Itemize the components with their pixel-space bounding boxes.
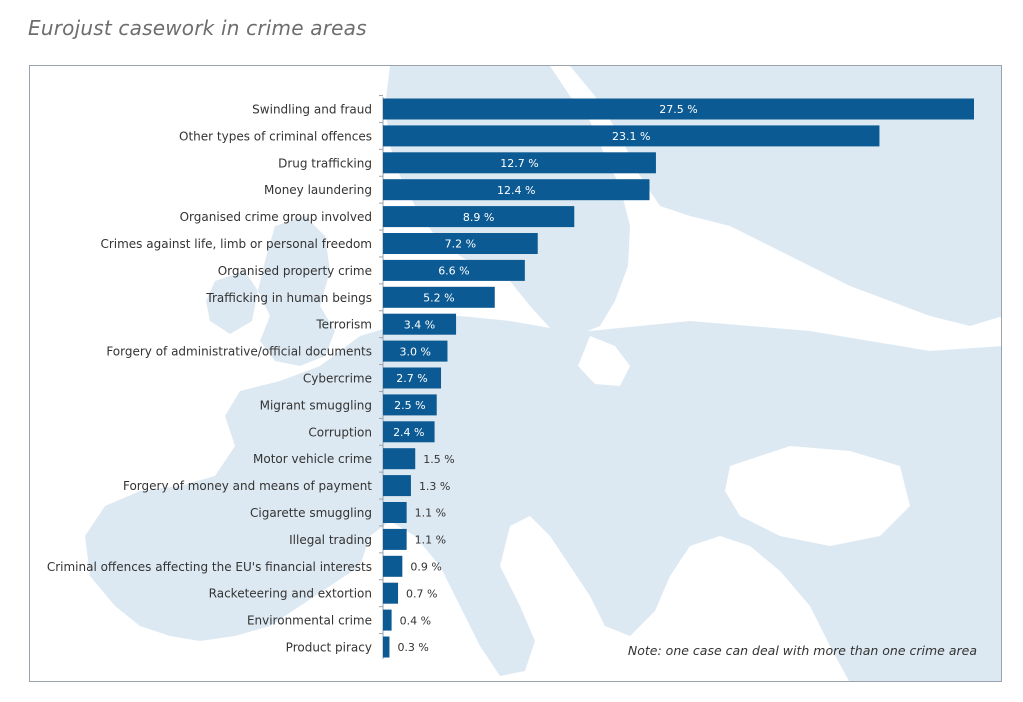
- category-label: Product piracy: [286, 641, 372, 655]
- bar: [383, 636, 390, 658]
- category-label: Trafficking in human beings: [205, 291, 372, 305]
- bar: [383, 313, 457, 335]
- value-label: 0.9 %: [410, 561, 441, 574]
- value-label: 1.5 %: [423, 453, 454, 466]
- bar: [383, 179, 650, 201]
- category-label: Swindling and fraud: [252, 103, 372, 117]
- bar: [383, 206, 575, 228]
- category-label: Migrant smuggling: [260, 398, 372, 412]
- value-label: 7.2 %: [445, 238, 476, 251]
- chart-title: Eurojust casework in crime areas: [28, 16, 367, 40]
- bar: [383, 475, 411, 497]
- bar: [383, 125, 880, 147]
- bar: [383, 555, 403, 577]
- category-label: Environmental crime: [247, 614, 372, 628]
- category-label: Other types of criminal offences: [179, 129, 372, 143]
- bar: [383, 98, 974, 120]
- category-label: Money laundering: [264, 183, 372, 197]
- category-label: Crimes against life, limb or personal fr…: [100, 237, 372, 251]
- value-label: 8.9 %: [463, 211, 494, 224]
- value-label: 5.2 %: [423, 292, 454, 305]
- value-label: 1.1 %: [415, 534, 446, 547]
- value-label: 1.3 %: [419, 480, 450, 493]
- bar: [383, 502, 407, 523]
- category-label: Criminal offences affecting the EU's fin…: [47, 560, 372, 574]
- category-label: Racketeering and extortion: [209, 587, 372, 601]
- category-label: Organised crime group involved: [180, 210, 372, 224]
- category-label: Forgery of money and means of payment: [123, 479, 372, 493]
- chart-frame: Swindling and fraud 27.5 % Other types of …: [29, 65, 1002, 682]
- bar: [383, 340, 448, 362]
- bar: [383, 286, 495, 308]
- bar-chart: Swindling and fraud 27.5 % Other types of …: [47, 95, 974, 659]
- value-label: 1.1 %: [415, 507, 446, 520]
- category-label: Organised property crime: [218, 264, 372, 278]
- bar: [383, 609, 392, 631]
- value-label: 2.5 %: [394, 399, 425, 412]
- category-label: Forgery of administrative/official docum…: [106, 345, 372, 359]
- bar: [383, 367, 442, 389]
- bar: [383, 582, 399, 604]
- bar: [383, 233, 538, 254]
- value-label: 23.1 %: [612, 130, 650, 143]
- category-label: Cigarette smuggling: [250, 506, 372, 520]
- category-label: Illegal trading: [289, 533, 372, 547]
- value-label: 0.3 %: [397, 641, 428, 654]
- category-label: Terrorism: [315, 318, 372, 332]
- chart-note: Note: one case can deal with more than o…: [627, 643, 977, 658]
- bar: [383, 528, 407, 550]
- bar: [383, 152, 656, 174]
- value-label: 12.4 %: [497, 184, 535, 197]
- value-label: 2.4 %: [393, 426, 424, 439]
- category-label: Motor vehicle crime: [253, 452, 372, 466]
- value-label: 3.0 %: [400, 345, 431, 358]
- category-label: Corruption: [308, 425, 372, 439]
- category-label: Drug trafficking: [278, 156, 372, 170]
- value-label: 6.6 %: [438, 265, 469, 278]
- category-label: Cybercrime: [303, 372, 372, 386]
- value-label: 3.4 %: [404, 318, 435, 331]
- value-label: 27.5 %: [659, 103, 697, 116]
- value-label: 0.7 %: [406, 587, 437, 600]
- bar: [383, 394, 437, 416]
- bar: [383, 259, 525, 281]
- value-label: 12.7 %: [500, 157, 538, 170]
- bar: [383, 421, 435, 443]
- value-label: 2.7 %: [396, 372, 427, 385]
- value-label: 0.4 %: [400, 614, 431, 627]
- bar: [383, 448, 416, 470]
